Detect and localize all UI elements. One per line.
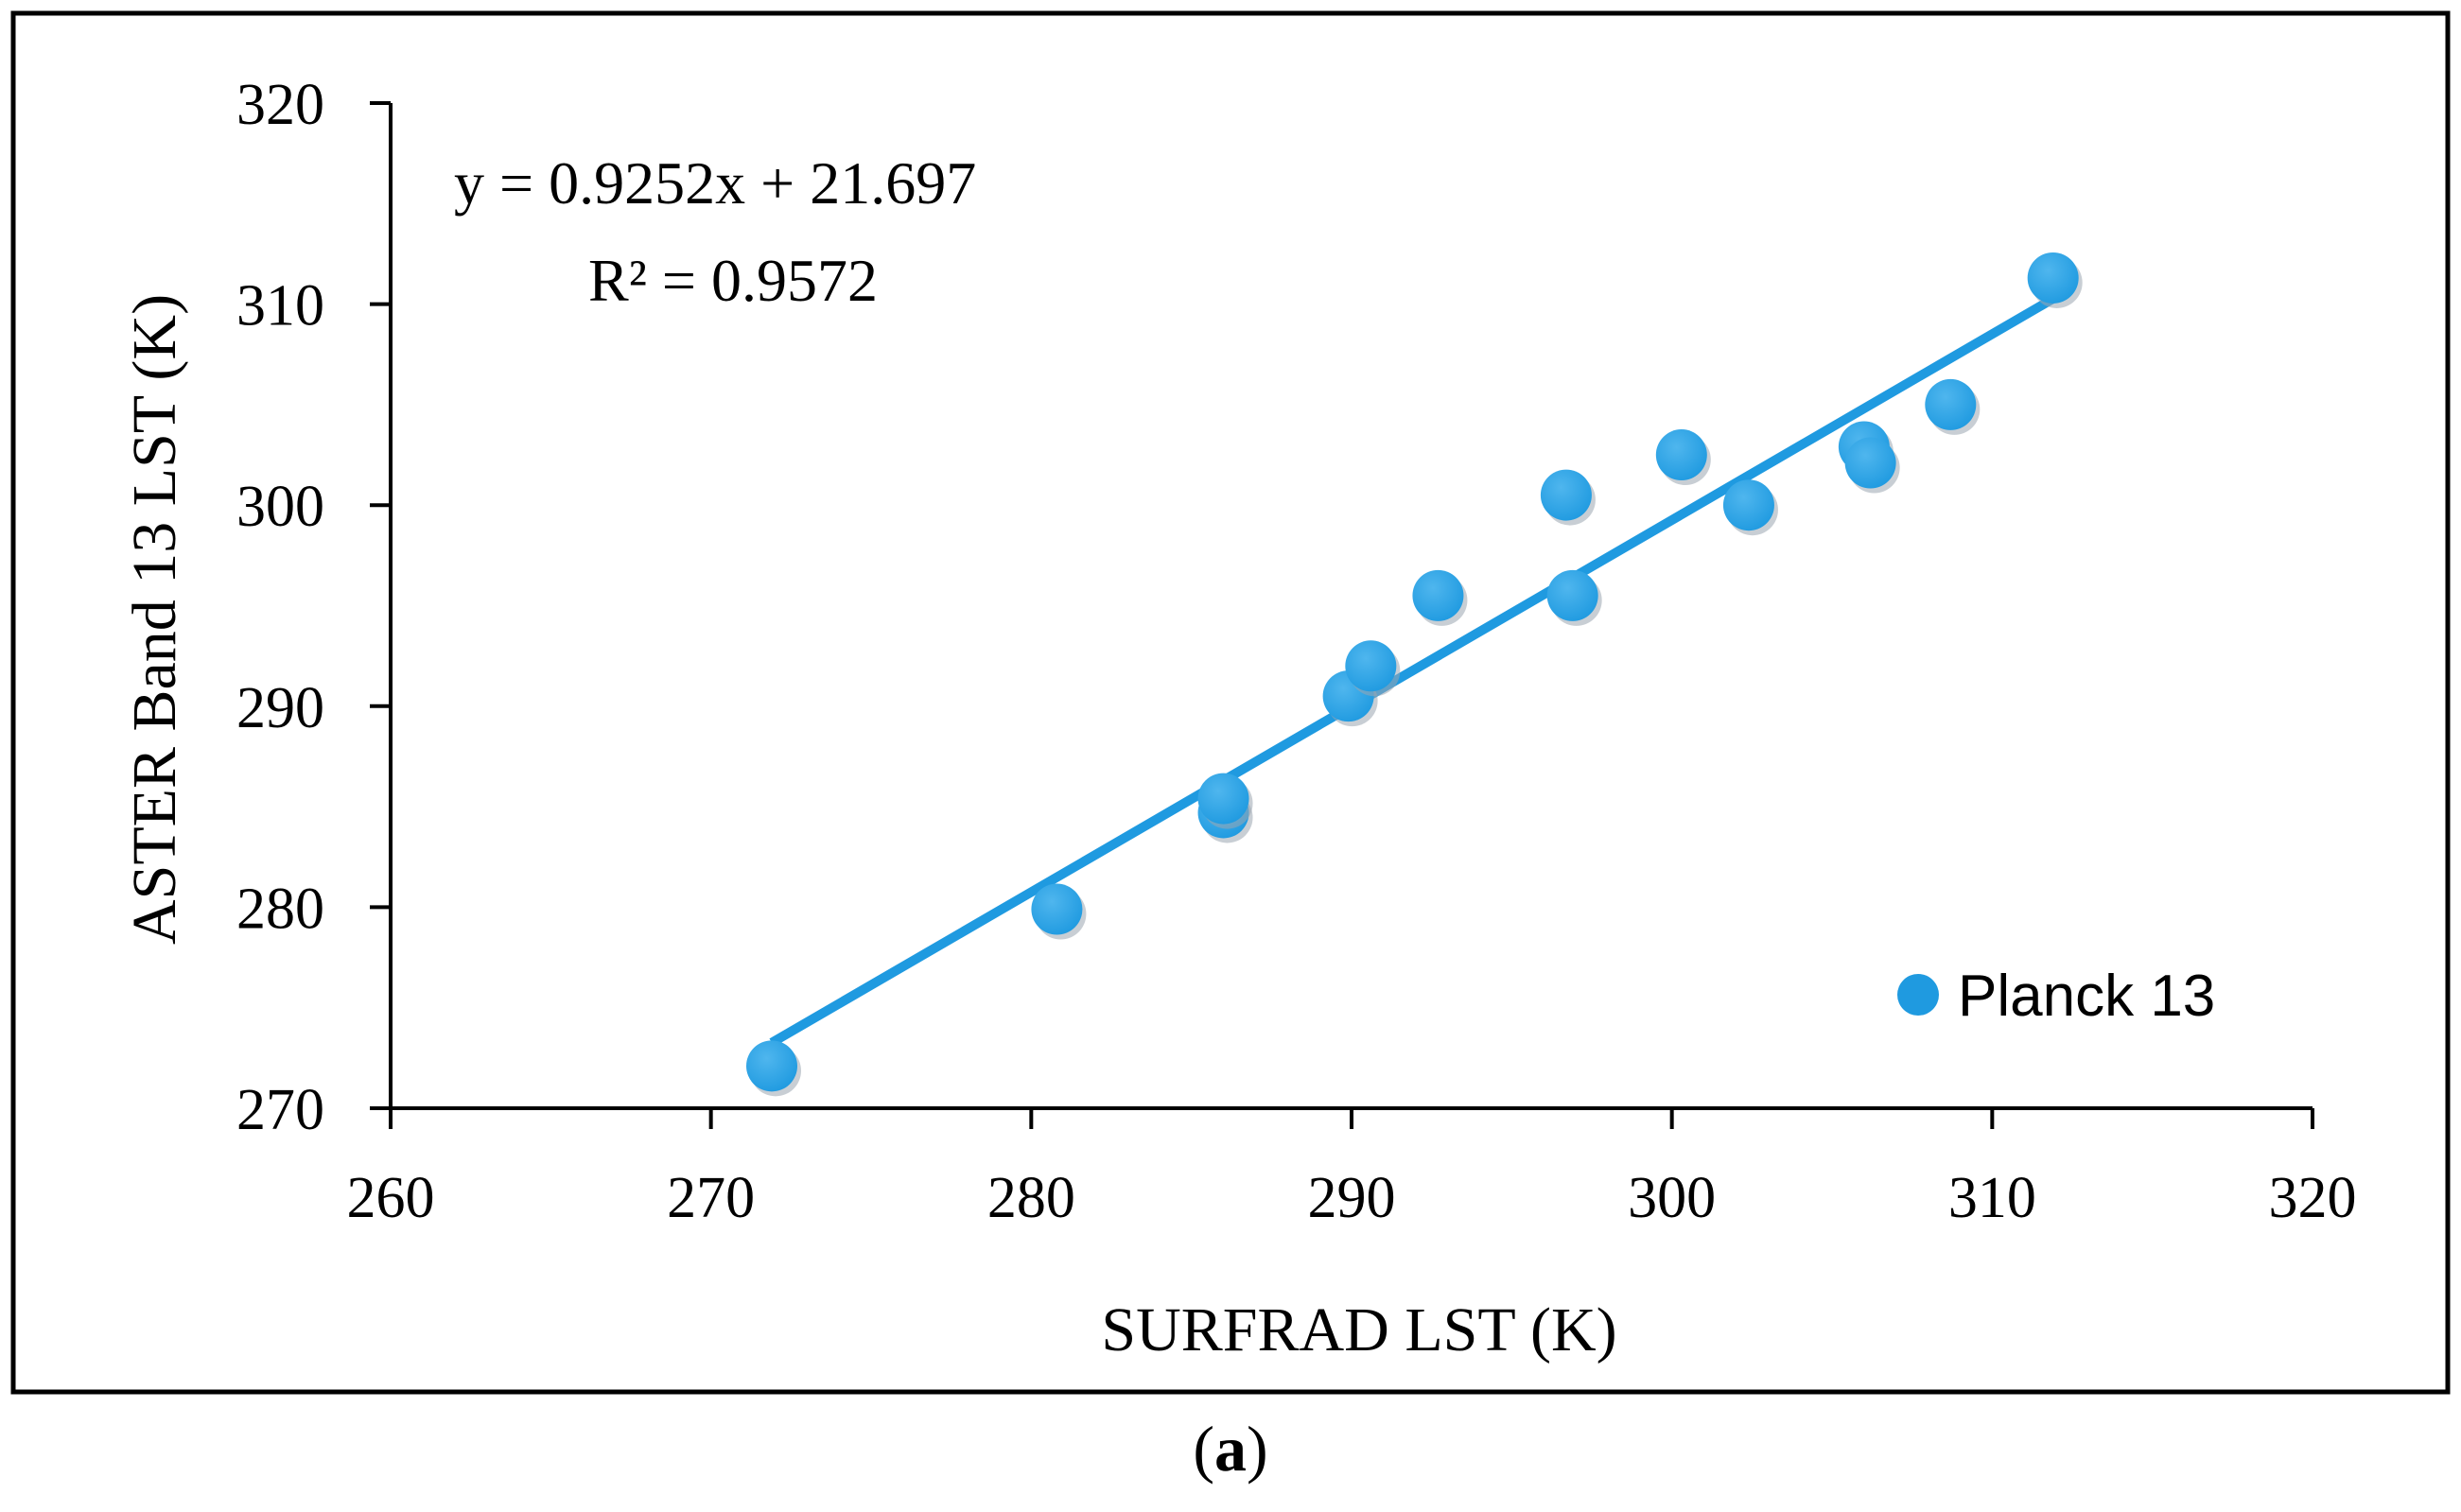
data-point — [1540, 469, 1592, 521]
x-axis-title: SURFRAD LST (K) — [1101, 1295, 1616, 1364]
caption-open-paren: ( — [1193, 1413, 1214, 1485]
data-point — [1655, 429, 1707, 481]
x-tick-label: 290 — [1308, 1166, 1396, 1230]
legend-marker — [1897, 974, 1939, 1016]
x-tick-label: 280 — [987, 1166, 1075, 1230]
x-tick-label: 260 — [347, 1166, 435, 1230]
caption-close-paren: ) — [1247, 1413, 1268, 1485]
data-point — [1722, 479, 1774, 531]
y-tick-label: 270 — [236, 1078, 324, 1142]
data-point — [1031, 883, 1083, 935]
x-tick-label: 270 — [667, 1166, 755, 1230]
data-point — [1197, 773, 1249, 825]
y-tick-label: 280 — [236, 877, 324, 941]
data-point — [1345, 640, 1397, 692]
trendline — [769, 294, 2056, 1048]
trendline-equation: y = 0.9252x + 21.697 — [454, 149, 976, 217]
data-point — [1412, 569, 1464, 621]
y-tick-label: 320 — [236, 73, 324, 137]
y-tick-label: 310 — [236, 274, 324, 339]
data-point — [746, 1040, 798, 1092]
y-tick-label: 300 — [236, 475, 324, 539]
data-point — [1925, 378, 1977, 430]
y-axis-title: ASTER Band 13 LST (K) — [120, 294, 189, 945]
legend: Planck 13 — [1897, 964, 2215, 1029]
y-tick-label: 290 — [236, 676, 324, 740]
caption-letter: a — [1214, 1413, 1247, 1485]
chart-frame — [10, 10, 2451, 1395]
data-points-layer — [746, 252, 2083, 1097]
x-tick-label: 320 — [2269, 1166, 2357, 1230]
figure-caption: (a) — [1193, 1413, 1267, 1485]
data-point — [1844, 437, 1896, 489]
data-point — [2027, 252, 2079, 304]
axes: 260 270 280 290 300 310 320 270 280 290 300 310 320 — [236, 73, 2357, 1230]
legend-label: Planck 13 — [1958, 964, 2215, 1029]
trendline-layer — [769, 294, 2056, 1048]
data-point — [1546, 569, 1598, 621]
x-tick-label: 310 — [1948, 1166, 2036, 1230]
trendline-r-squared: R² = 0.9572 — [588, 247, 878, 314]
x-tick-label: 300 — [1628, 1166, 1716, 1230]
